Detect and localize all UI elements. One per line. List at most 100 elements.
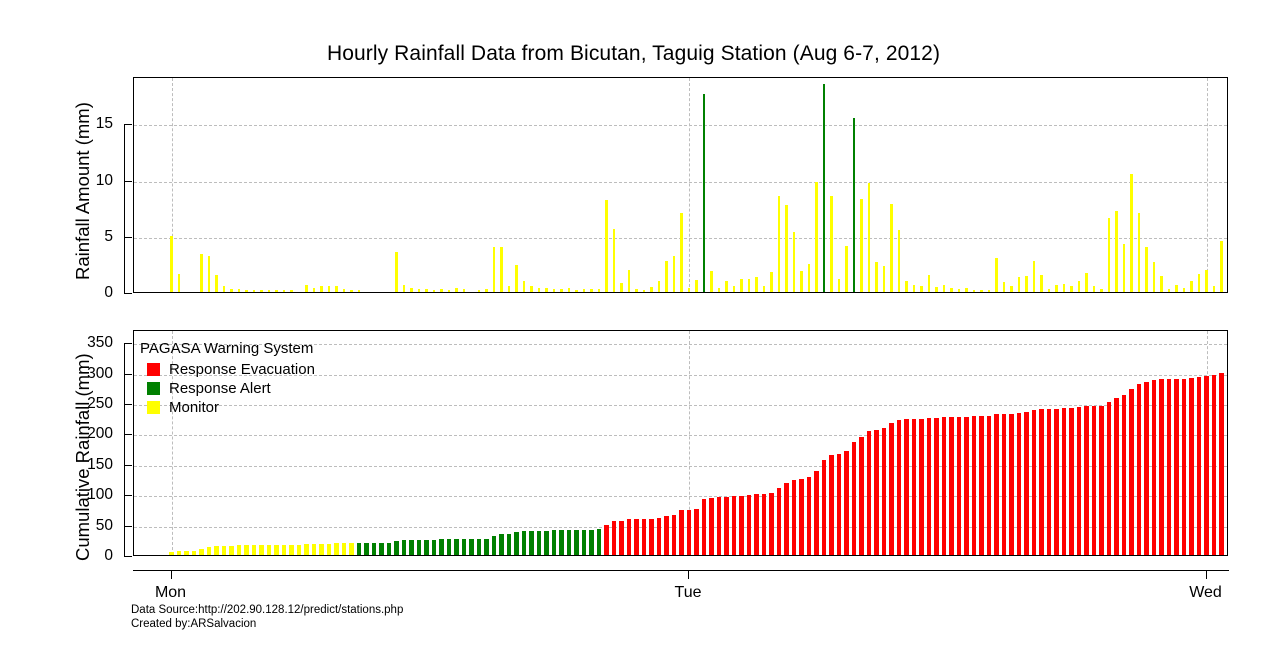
bar xyxy=(575,289,578,292)
bar xyxy=(1092,286,1096,292)
bar xyxy=(386,542,392,555)
bar xyxy=(485,289,488,292)
bar xyxy=(881,428,887,555)
footer: Data Source:http://202.90.128.12/predict… xyxy=(131,604,403,631)
bar xyxy=(986,416,992,555)
bar xyxy=(950,288,953,292)
bar xyxy=(1085,272,1088,292)
y-axis-label-top: Rainfall Amount (mm) xyxy=(72,102,93,280)
bar xyxy=(926,417,932,555)
bar xyxy=(739,495,744,555)
bar xyxy=(530,286,533,292)
bar xyxy=(649,518,654,555)
bar xyxy=(620,283,623,292)
y-axis-label-bottom: Cumulative Rainfall (mm) xyxy=(72,353,93,561)
y-tick-label: 15 xyxy=(95,115,113,133)
bar xyxy=(995,258,998,292)
bar xyxy=(1039,409,1044,555)
gridline-horizontal xyxy=(134,465,1227,467)
x-tick-label: Tue xyxy=(674,584,702,601)
bar xyxy=(522,280,526,292)
bar xyxy=(499,533,504,555)
bar xyxy=(1070,286,1073,292)
bar xyxy=(491,536,497,555)
bar xyxy=(1121,394,1127,555)
bar xyxy=(395,251,398,292)
bar xyxy=(184,551,189,555)
bar xyxy=(679,510,684,555)
bar xyxy=(747,279,751,292)
x-axis-line xyxy=(132,570,1229,571)
bar xyxy=(1069,408,1074,555)
bar xyxy=(822,83,826,292)
bar xyxy=(1174,378,1179,555)
bar xyxy=(896,420,902,555)
bar xyxy=(965,287,968,292)
bar xyxy=(289,544,294,555)
bar xyxy=(791,479,797,555)
bar xyxy=(807,263,811,292)
bar xyxy=(799,478,804,555)
bar xyxy=(320,286,323,292)
bar xyxy=(425,289,428,292)
bar xyxy=(776,487,782,555)
bar xyxy=(972,289,976,292)
bar xyxy=(477,289,481,292)
bar xyxy=(551,530,557,555)
bar xyxy=(514,532,519,555)
bar xyxy=(611,521,617,555)
bar xyxy=(709,497,714,555)
bar xyxy=(1077,280,1081,292)
bar xyxy=(214,546,219,555)
bar xyxy=(836,453,842,555)
bar xyxy=(191,551,197,555)
legend-swatch-icon xyxy=(147,382,160,395)
bar xyxy=(687,288,691,292)
bar xyxy=(657,280,661,292)
bar xyxy=(1001,413,1007,555)
y-tick-label: 0 xyxy=(104,547,113,564)
bar xyxy=(701,498,707,555)
bar xyxy=(319,543,324,555)
bar xyxy=(560,289,563,292)
bar xyxy=(469,538,474,555)
bar xyxy=(1032,260,1036,292)
bar xyxy=(680,213,683,292)
bar xyxy=(230,289,233,292)
bar xyxy=(1115,211,1118,292)
bar xyxy=(566,530,572,555)
bar xyxy=(1046,409,1052,555)
bar xyxy=(875,261,878,292)
bar xyxy=(402,285,406,292)
y-axis-line xyxy=(124,124,125,293)
bar xyxy=(326,543,332,555)
y-tick-mark xyxy=(124,373,132,375)
bar xyxy=(980,290,983,292)
y-tick-mark xyxy=(124,404,132,406)
bar xyxy=(327,286,331,292)
gridline-horizontal xyxy=(134,181,1227,183)
bar xyxy=(686,510,692,555)
bar xyxy=(987,289,991,292)
bar xyxy=(521,531,527,555)
bar xyxy=(845,245,848,292)
bar xyxy=(447,290,451,292)
bar xyxy=(500,247,503,292)
bar xyxy=(207,256,211,292)
bar xyxy=(732,286,736,292)
bar xyxy=(1160,276,1163,292)
bar xyxy=(544,530,549,555)
bar xyxy=(401,540,407,555)
bar xyxy=(716,497,722,555)
bar xyxy=(251,545,257,555)
y-tick-label: 10 xyxy=(95,171,113,189)
bar xyxy=(1024,411,1029,555)
legend-item: Response Evacuation xyxy=(147,360,315,379)
x-tick-label: Wed xyxy=(1189,584,1222,601)
x-tick-mark xyxy=(170,570,172,579)
bar xyxy=(1144,381,1149,555)
y-tick-mark xyxy=(124,293,132,294)
bar xyxy=(717,288,721,292)
bar xyxy=(589,529,594,555)
